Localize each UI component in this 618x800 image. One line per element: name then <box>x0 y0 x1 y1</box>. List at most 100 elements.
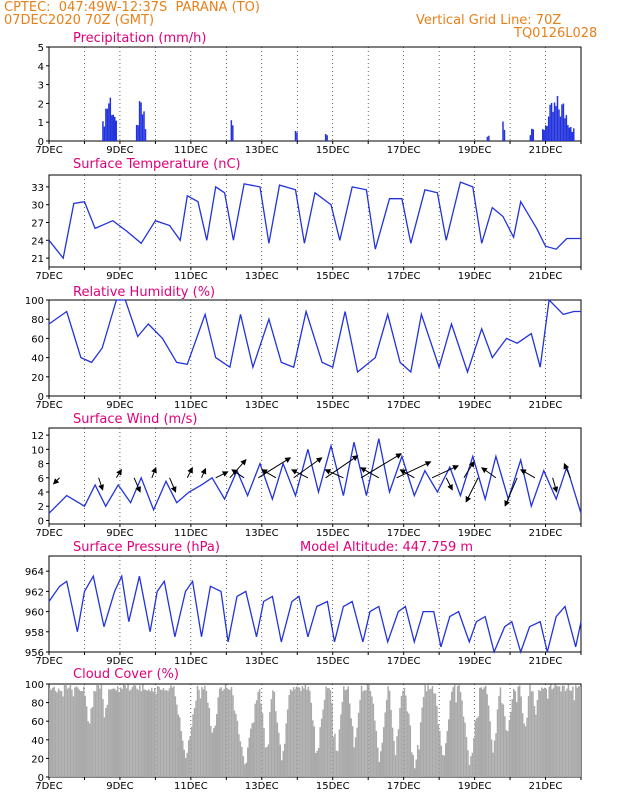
cloud-bar <box>255 700 258 777</box>
precip-bar <box>552 111 554 141</box>
cloud-bar <box>130 689 132 777</box>
precip-bar <box>486 136 489 141</box>
cloud-bar <box>335 750 338 777</box>
cloud-bar <box>312 720 314 777</box>
cloud-bar <box>502 704 505 777</box>
cloud-bar <box>561 685 564 777</box>
cloud-bar <box>334 733 336 777</box>
cloud-bar <box>443 755 446 777</box>
wind-arrow <box>359 467 380 479</box>
x-tick-label: 15DEC <box>316 528 350 539</box>
cloud-bar <box>189 736 191 777</box>
cloud-bar <box>50 689 52 777</box>
precip-bar <box>296 132 298 141</box>
y-tick-label: 30 <box>31 201 44 212</box>
header-model-id: TQ0126L028 <box>514 26 598 41</box>
cloud-bar <box>241 746 243 777</box>
x-tick-label: 7DEC <box>35 145 62 156</box>
cloud-bar <box>91 707 94 777</box>
cloud-bar <box>406 711 409 777</box>
cloud-bar <box>215 714 218 777</box>
y-tick-label: 20 <box>31 754 44 765</box>
cloud-bar <box>149 691 151 777</box>
x-tick-label: 15DEC <box>316 400 350 411</box>
x-tick-label: 17DEC <box>387 400 421 411</box>
cloud-bar <box>233 710 236 777</box>
cloud-bar <box>570 690 573 777</box>
cloud-bar <box>137 690 140 777</box>
cloud-bar <box>552 687 555 777</box>
cloud-bar <box>134 685 137 777</box>
cloud-bar <box>521 713 524 777</box>
cloud-bar <box>343 686 345 777</box>
cloud-bar <box>211 732 214 777</box>
x-tick-label: 15DEC <box>316 656 350 667</box>
cloud-bar <box>484 685 487 777</box>
precip-bar <box>144 129 147 141</box>
x-tick-label: 15DEC <box>316 781 350 792</box>
y-tick-label: 60 <box>31 717 44 728</box>
y-tick-label: 12 <box>31 431 44 442</box>
cloud-bar <box>557 686 559 777</box>
x-tick-label: 9DEC <box>106 656 133 667</box>
cloud-bar <box>267 744 270 777</box>
wind-arrow <box>481 467 497 479</box>
x-tick-label: 9DEC <box>106 145 133 156</box>
cloud-bar <box>63 684 66 777</box>
cloud-bar <box>520 696 522 777</box>
cloud-bar <box>51 687 54 777</box>
cloud-bar <box>411 752 413 777</box>
cloud-bar <box>317 747 320 777</box>
cloud-bar <box>164 690 166 777</box>
cloud-bar <box>331 702 333 777</box>
cloud-bar <box>384 712 386 777</box>
cloud-bar <box>517 686 519 777</box>
cloud-bar <box>566 688 568 777</box>
cloud-bar <box>65 685 67 777</box>
cloud-bar <box>419 722 422 777</box>
cloud-bar <box>210 725 212 777</box>
cloud-bar <box>542 688 545 777</box>
cloud-bar <box>505 730 508 777</box>
cloud-bar <box>511 699 514 777</box>
cloud-bar <box>56 692 58 777</box>
cloud-bar <box>461 700 463 777</box>
cloud-bar <box>440 745 443 777</box>
wind-arrow <box>115 468 122 479</box>
cloud-bar <box>504 716 506 777</box>
cloud-bar <box>283 743 286 777</box>
cloud-bar <box>85 706 88 777</box>
cloud-bar <box>575 685 577 777</box>
cloud-bar <box>115 690 117 777</box>
panel-frame <box>48 174 582 268</box>
x-tick-label: 11DEC <box>174 271 208 282</box>
cloud-bar <box>493 740 496 777</box>
x-tick-label: 17DEC <box>387 271 421 282</box>
x-tick-label: 11DEC <box>174 528 208 539</box>
cloud-bar <box>71 689 73 777</box>
cloud-bar <box>323 699 326 777</box>
cloud-bar <box>187 740 190 777</box>
cloud-bar <box>223 689 225 777</box>
precip-bar <box>138 101 141 141</box>
cloud-bar <box>272 690 274 777</box>
cloud-bar <box>527 696 530 777</box>
cloud-bar <box>375 730 378 777</box>
cloud-bar <box>159 689 162 777</box>
cloud-bar <box>77 687 79 777</box>
cloud-bar <box>100 684 103 777</box>
cloud-bar <box>201 687 203 777</box>
cloud-bar <box>124 684 126 777</box>
panel-frame <box>48 555 582 653</box>
cloud-bar <box>260 703 262 777</box>
cloud-bar <box>476 718 478 777</box>
cloud-bar <box>388 690 391 777</box>
cloud-bar <box>309 690 311 777</box>
cloud-bar <box>434 693 437 777</box>
cloud-bar <box>251 723 253 777</box>
cloud-bar <box>523 723 525 777</box>
cloud-bar <box>554 684 556 777</box>
precip-bar <box>114 116 116 141</box>
cloud-bar <box>294 689 296 777</box>
